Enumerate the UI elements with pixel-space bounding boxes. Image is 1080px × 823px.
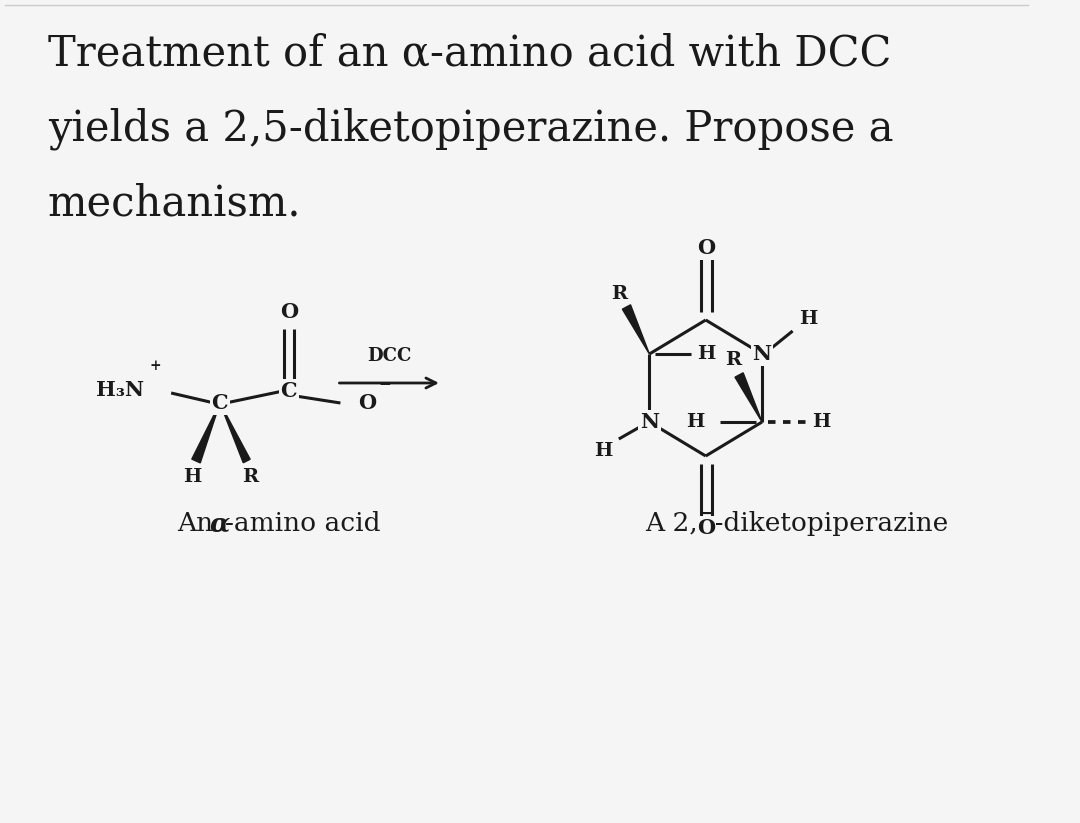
Text: -amino acid: -amino acid [225,511,380,536]
Text: N: N [753,344,771,364]
Text: A 2,5-diketopiperazine: A 2,5-diketopiperazine [646,511,948,536]
Text: yields a 2,5-diketopiperazine. Propose a: yields a 2,5-diketopiperazine. Propose a [48,108,893,151]
Text: H: H [799,310,818,328]
Text: Treatment of an α-amino acid with DCC: Treatment of an α-amino acid with DCC [48,33,891,75]
Polygon shape [220,403,251,463]
Polygon shape [735,373,762,422]
Text: H: H [124,380,145,400]
Text: N: N [639,412,659,432]
Text: mechanism.: mechanism. [48,183,301,225]
Text: +: + [149,359,161,373]
Polygon shape [622,305,649,354]
Text: H: H [594,442,612,460]
Text: O: O [357,393,376,413]
Text: H₃N: H₃N [96,380,145,400]
Text: H: H [697,345,715,363]
Text: −: − [378,378,391,392]
Text: An: An [177,511,221,536]
Text: O: O [697,518,715,538]
Text: H: H [183,468,201,486]
Text: O: O [697,238,715,258]
Text: R: R [726,351,741,369]
Polygon shape [192,403,220,463]
Text: DCC: DCC [367,347,411,365]
Text: C: C [212,393,228,413]
Text: R: R [610,285,626,303]
Text: O: O [280,302,298,322]
Text: H: H [812,413,831,431]
Text: C: C [281,381,297,401]
Text: α: α [210,511,230,536]
Text: R: R [243,468,258,486]
Text: H: H [686,413,704,431]
